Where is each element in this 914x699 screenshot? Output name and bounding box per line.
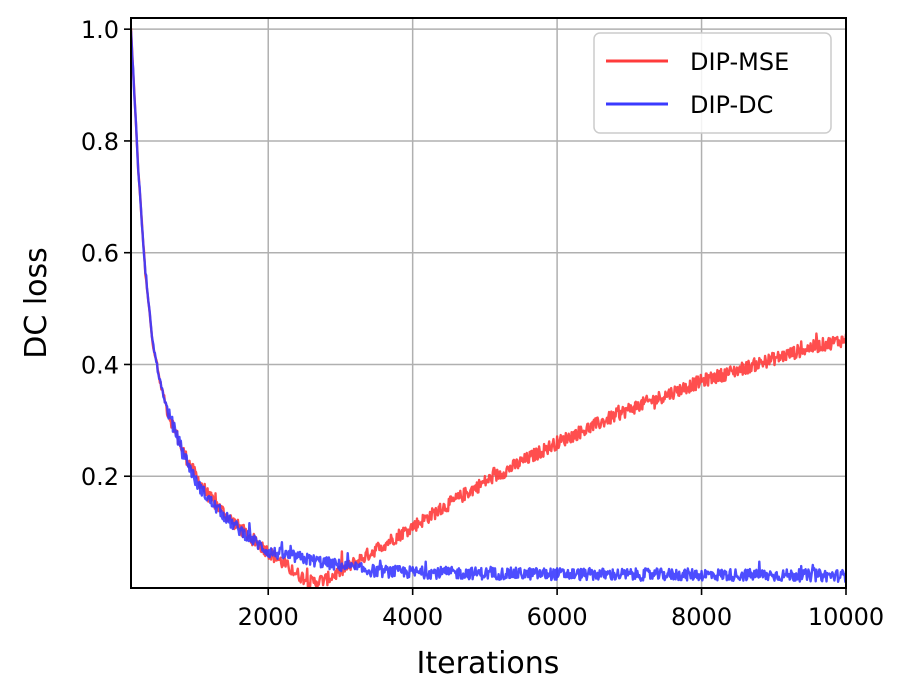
x-tick-label: 4000 [382, 603, 443, 631]
x-axis-label: Iterations [417, 646, 560, 681]
series-line-dip-dc [131, 30, 846, 583]
legend-box [593, 32, 832, 134]
y-tick-label: 0.2 [81, 463, 119, 491]
y-tick-label: 0.4 [81, 351, 119, 379]
plot-frame [130, 17, 847, 589]
y-tick-label: 1.0 [81, 16, 119, 44]
y-tick-label: 0.8 [81, 128, 119, 156]
y-axis-label: DC loss [19, 247, 54, 359]
plot-area [131, 28, 846, 588]
legend-label-dip-dc: DIP-DC [690, 91, 773, 119]
series-layer [131, 28, 846, 588]
ticks: 2000 4000 6000 8000 10000 0.2 0.4 0.6 0.8 1.0 [81, 16, 884, 631]
x-tick-label: 2000 [238, 603, 299, 631]
x-tick-label: 8000 [671, 603, 732, 631]
legend: DIP-MSE DIP-DC [593, 32, 832, 134]
y-tick-label: 0.6 [81, 240, 119, 268]
x-tick-label: 6000 [527, 603, 588, 631]
x-tick-label: 10000 [808, 603, 884, 631]
legend-label-dip-mse: DIP-MSE [690, 48, 789, 76]
